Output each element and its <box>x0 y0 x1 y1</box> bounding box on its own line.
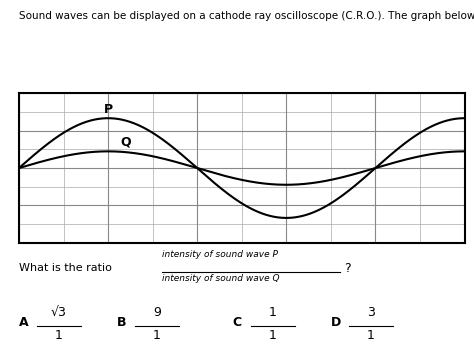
Text: intensity of sound wave Q: intensity of sound wave Q <box>162 274 279 283</box>
Text: A: A <box>19 316 28 329</box>
Text: 9: 9 <box>153 306 161 319</box>
Text: 1: 1 <box>269 329 277 342</box>
Text: 1: 1 <box>269 306 277 319</box>
Text: D: D <box>331 316 341 329</box>
Text: 1: 1 <box>367 329 375 342</box>
Text: P: P <box>103 103 113 116</box>
Text: 3: 3 <box>367 306 375 319</box>
Text: √3: √3 <box>51 306 67 319</box>
Text: ?: ? <box>344 262 351 275</box>
Text: What is the ratio: What is the ratio <box>19 263 112 273</box>
Text: 1: 1 <box>153 329 161 342</box>
Text: C: C <box>233 316 242 329</box>
Text: Sound waves can be displayed on a cathode ray oscilloscope (C.R.O.). The graph b: Sound waves can be displayed on a cathod… <box>19 11 474 21</box>
Text: intensity of sound wave P: intensity of sound wave P <box>162 250 277 259</box>
Text: B: B <box>117 316 127 329</box>
Text: Q: Q <box>120 135 131 148</box>
Text: 1: 1 <box>55 329 63 342</box>
